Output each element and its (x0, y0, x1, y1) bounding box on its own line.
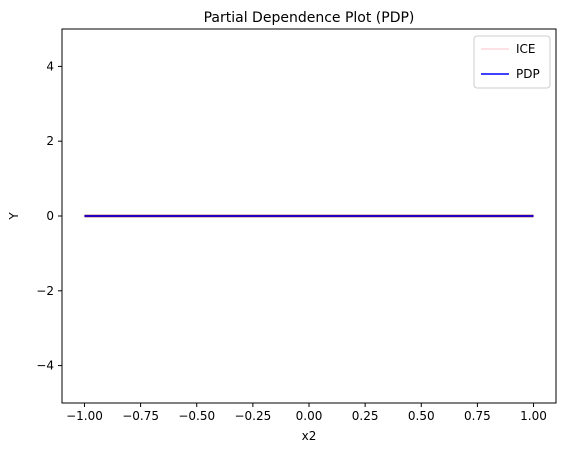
y-tick-label: 2 (46, 134, 54, 148)
y-axis-label: Y (7, 212, 21, 221)
y-tick-label: −2 (36, 284, 54, 298)
y-tick-label: 4 (46, 59, 54, 73)
x-tick-label: 0.50 (408, 409, 435, 423)
x-tick-label: −0.50 (178, 409, 215, 423)
x-tick-label: −0.75 (122, 409, 159, 423)
x-tick-label: −1.00 (66, 409, 103, 423)
y-axis-ticks: −4 −2 0 2 4 (36, 59, 62, 373)
x-tick-label: 0.00 (296, 409, 323, 423)
y-tick-label: 0 (46, 209, 54, 223)
y-tick-label: −4 (36, 359, 54, 373)
x-tick-label: 0.75 (464, 409, 491, 423)
legend: ICE PDP (473, 35, 551, 89)
plot-area (84, 214, 534, 218)
x-axis-label: x2 (302, 429, 317, 443)
x-tick-label: −0.25 (234, 409, 271, 423)
legend-label-ice: ICE (516, 42, 536, 56)
x-tick-label: 0.25 (352, 409, 379, 423)
chart-title: Partial Dependence Plot (PDP) (204, 10, 415, 26)
legend-label-pdp: PDP (516, 67, 540, 81)
x-axis-ticks: −1.00 −0.75 −0.50 −0.25 0.00 0.25 0.50 0.75 1.00 (66, 403, 547, 423)
x-tick-label: 1.00 (520, 409, 547, 423)
